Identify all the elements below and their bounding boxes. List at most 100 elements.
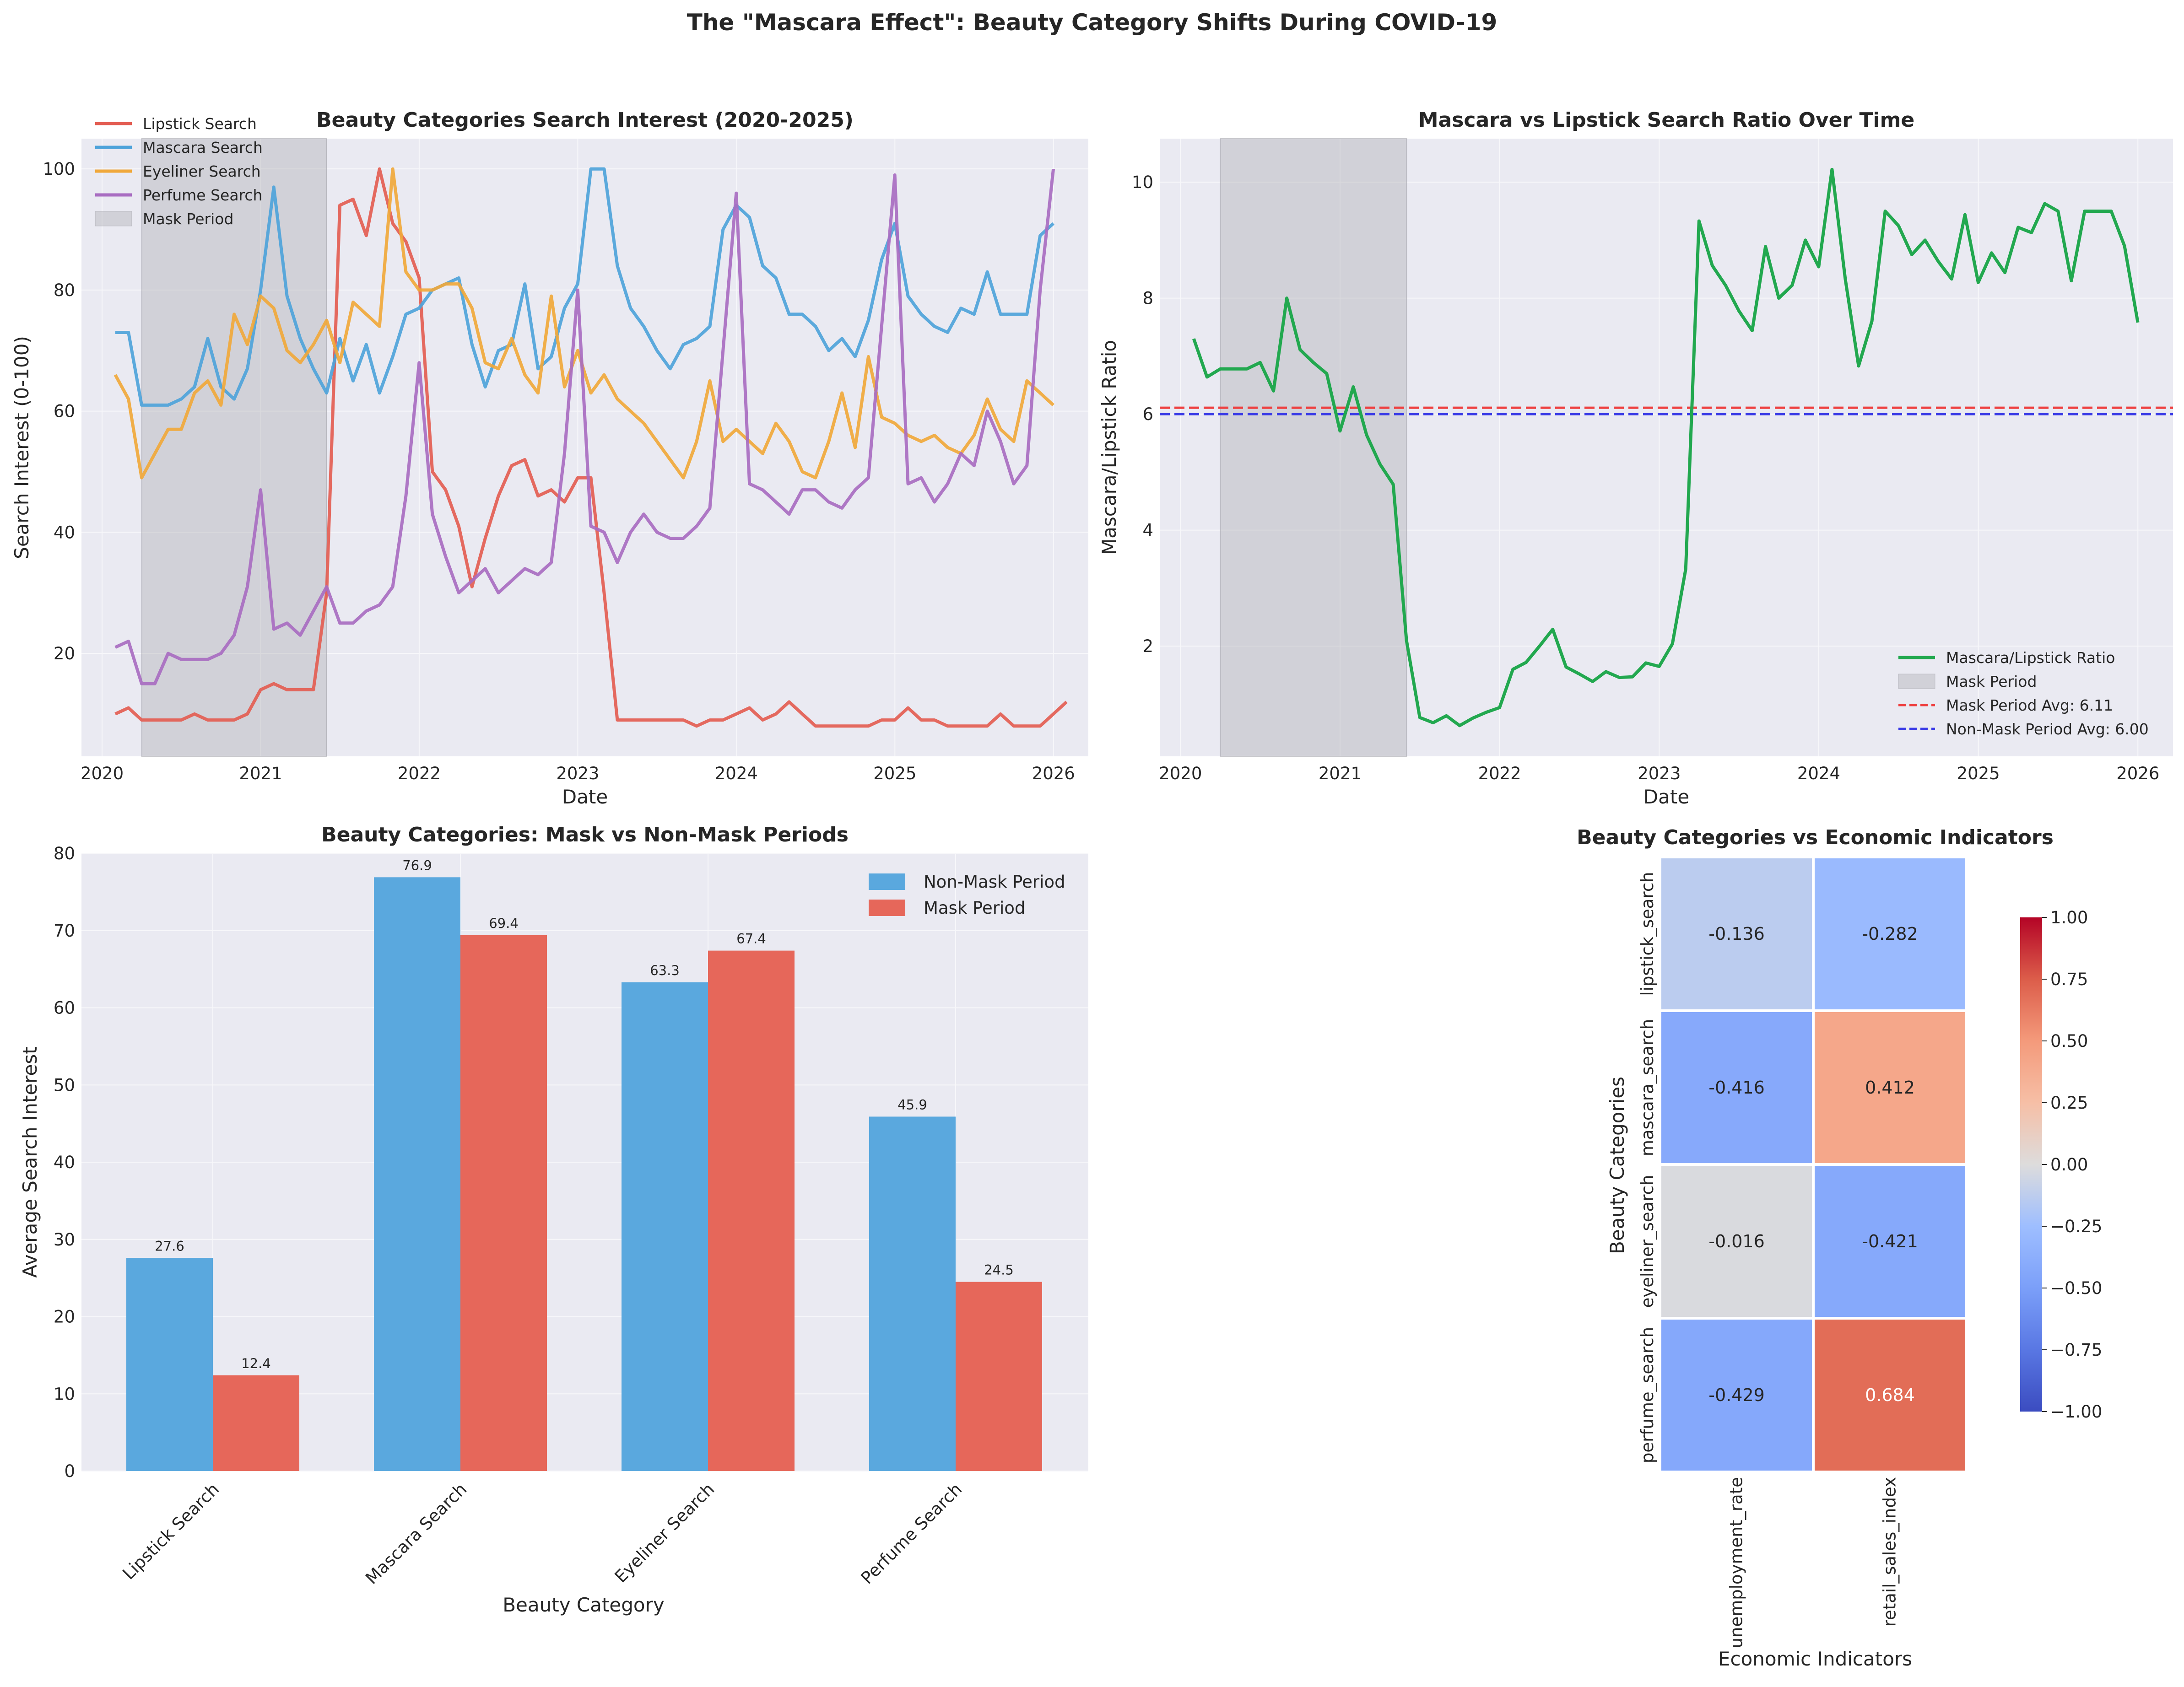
mask-period-shading xyxy=(1220,138,1407,757)
y-tick-label: 20 xyxy=(54,644,75,663)
heatmap-cell-label: -0.282 xyxy=(1862,924,1918,944)
x-tick-label: 2026 xyxy=(1032,764,1075,783)
bar-value-label: 45.9 xyxy=(897,1097,927,1112)
bar-non-mask xyxy=(622,982,708,1471)
colorbar-tick-label: 0.75 xyxy=(2050,970,2088,989)
x-tick-label: 2024 xyxy=(715,764,758,783)
heatmap-cell xyxy=(1659,856,1815,1012)
heatmap-cell-label: -0.421 xyxy=(1862,1231,1918,1251)
y-axis-label: Search Interest (0-100) xyxy=(11,336,33,559)
heatmap-cell xyxy=(1659,1163,1815,1320)
colorbar-tick-label: 0.25 xyxy=(2050,1093,2088,1113)
legend-label: Mask Period xyxy=(1946,673,2037,690)
y-tick-label: 20 xyxy=(54,1307,75,1327)
x-tick-label: Mascara Search xyxy=(362,1479,470,1588)
x-axis-label: Date xyxy=(562,786,608,808)
bar-non-mask xyxy=(869,1116,956,1471)
chart-title: Beauty Categories Search Interest (2020-… xyxy=(316,108,854,132)
series-line-perfume-search xyxy=(114,168,1055,685)
colorbar-tick-label: −1.00 xyxy=(2050,1402,2102,1422)
x-tick-label: 2025 xyxy=(873,764,916,783)
x-axis-label: Date xyxy=(1643,786,1689,808)
bar-value-label: 69.4 xyxy=(489,916,519,931)
colorbar-tick-label: −0.75 xyxy=(2050,1340,2102,1360)
y-tick-label: perfume_search xyxy=(1638,1327,1657,1463)
heatmap-cell-label: 0.684 xyxy=(1865,1385,1915,1405)
colorbar-tick-label: 0.00 xyxy=(2050,1155,2088,1175)
x-tick-label: 2022 xyxy=(398,764,441,783)
legend: Mascara/Lipstick Ratio Mask Period Mask Pe… xyxy=(1898,649,2149,738)
x-tick-label: 2020 xyxy=(1159,764,1202,783)
bar-value-label: 12.4 xyxy=(241,1356,271,1371)
legend-label: Mask Period Avg: 6.11 xyxy=(1946,696,2113,714)
legend-label: Perfume Search xyxy=(143,186,262,204)
legend-swatch xyxy=(869,900,905,916)
legend: Lipstick Search Mascara Search Eyeliner Se… xyxy=(95,115,263,228)
heatmap-cell xyxy=(1812,1163,1968,1320)
x-tick-label: 2021 xyxy=(239,764,282,783)
y-tick-label: 2 xyxy=(1142,636,1153,656)
bar-value-label: 27.6 xyxy=(155,1238,184,1254)
chart-title: Beauty Categories: Mask vs Non-Mask Peri… xyxy=(321,823,849,846)
y-tick-label: 10 xyxy=(1132,172,1153,192)
y-tick-label: 8 xyxy=(1142,289,1153,308)
legend-swatch xyxy=(1898,674,1935,689)
colorbar xyxy=(2020,917,2042,1412)
y-tick-label: lipstick_search xyxy=(1638,872,1657,996)
x-tick-label: Perfume Search xyxy=(857,1479,966,1588)
x-tick-label: Lipstick Search xyxy=(119,1479,223,1584)
y-tick-label: 6 xyxy=(1142,404,1153,424)
heatmap-cell xyxy=(1812,856,1968,1012)
y-tick-label: 100 xyxy=(43,159,75,179)
heatmap-cell-label: 0.412 xyxy=(1865,1078,1915,1098)
heatmap-cell-label: -0.016 xyxy=(1708,1231,1765,1251)
colorbar-tick-label: −0.50 xyxy=(2050,1278,2102,1298)
bar-non-mask xyxy=(374,877,460,1471)
x-tick-label: 2025 xyxy=(1957,764,2000,783)
bar-mask xyxy=(213,1375,299,1471)
heatmap-cell-label: -0.429 xyxy=(1708,1385,1765,1405)
y-tick-label: mascara_search xyxy=(1638,1019,1657,1156)
legend: Non-Mask Period Mask Period xyxy=(869,872,1065,918)
y-tick-label: 80 xyxy=(54,280,75,300)
chart-title: Mascara vs Lipstick Search Ratio Over Ti… xyxy=(1418,108,1915,132)
heatmap-cell-label: -0.416 xyxy=(1708,1078,1765,1098)
figure-title: The "Mascara Effect": Beauty Category Sh… xyxy=(687,9,1497,36)
legend-swatch xyxy=(95,211,132,226)
x-tick-label: 2024 xyxy=(1797,764,1840,783)
y-tick-label: 10 xyxy=(54,1384,75,1404)
legend-label: Non-Mask Period xyxy=(924,872,1065,892)
y-tick-label: 40 xyxy=(54,1153,75,1172)
chart-title: Beauty Categories vs Economic Indicators xyxy=(1577,826,2054,849)
x-axis-label: Beauty Category xyxy=(503,1594,665,1616)
chart-correlation-heatmap: -0.136 -0.282 -0.416 0.412 -0.016 -0.421 -0.42… xyxy=(1577,826,2102,1670)
x-tick-label: 2021 xyxy=(1319,764,1362,783)
legend-label: Mask Period xyxy=(924,898,1025,918)
colorbar-tick-label: 1.00 xyxy=(2050,908,2088,927)
legend-label: Mascara/Lipstick Ratio xyxy=(1946,649,2115,667)
x-tick-label: 2020 xyxy=(81,764,124,783)
y-tick-label: 60 xyxy=(54,402,75,421)
chart-search-interest: 2020 2021 2022 2023 2024 2025 2026 20 40 60 80 100 B… xyxy=(11,108,1088,808)
bar-value-label: 63.3 xyxy=(650,963,680,978)
bar-value-label: 24.5 xyxy=(984,1262,1014,1278)
bar-non-mask xyxy=(126,1258,213,1471)
x-tick-label: 2026 xyxy=(2116,764,2159,783)
chart-ratio: 2020 2021 2022 2023 2024 2025 2026 2 4 6 8 10 Mascar… xyxy=(1098,108,2173,808)
x-tick-label: 2023 xyxy=(556,764,599,783)
x-tick-label: Eyeliner Search xyxy=(611,1479,719,1587)
x-tick-label: retail_sales_index xyxy=(1880,1477,1900,1627)
colorbar-tick-label: 0.50 xyxy=(2050,1031,2088,1051)
y-tick-label: 30 xyxy=(54,1230,75,1250)
y-tick-label: 0 xyxy=(64,1461,75,1481)
legend-label: Non-Mask Period Avg: 6.00 xyxy=(1946,720,2149,738)
series-line-ratio xyxy=(1192,167,2140,728)
y-tick-label: 60 xyxy=(54,998,75,1018)
heatmap-cell xyxy=(1812,1009,1968,1166)
series-line-eyeliner-search xyxy=(114,167,1054,480)
legend-label: Mask Period xyxy=(143,210,233,228)
legend-swatch xyxy=(869,873,905,890)
x-tick-label: unemployment_rate xyxy=(1727,1477,1746,1648)
bar-mask xyxy=(956,1282,1042,1471)
